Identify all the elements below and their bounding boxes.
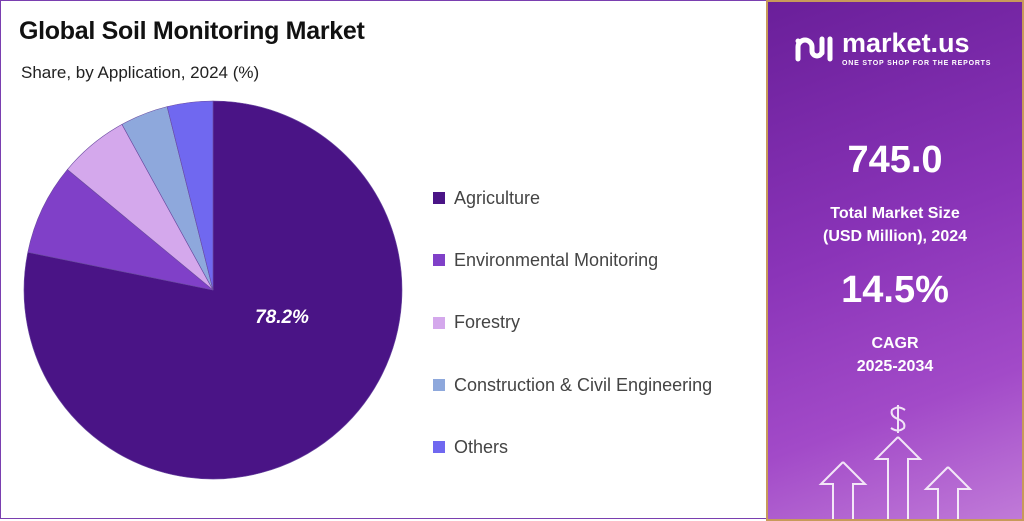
legend-item: Forestry bbox=[433, 292, 712, 354]
chart-panel: Global Soil Monitoring Market Share, by … bbox=[0, 0, 766, 519]
legend-label: Agriculture bbox=[454, 187, 541, 208]
legend-label: Construction & Civil Engineering bbox=[454, 374, 713, 395]
legend-item: Others bbox=[433, 416, 712, 478]
market-size-label-2: (USD Million), 2024 bbox=[822, 228, 968, 245]
growth-arrows-icon bbox=[818, 405, 973, 519]
cagr-label-2: 2025-2034 bbox=[856, 358, 934, 375]
legend-label: Environmental Monitoring bbox=[454, 249, 659, 270]
pie-slice-others bbox=[166, 100, 214, 291]
data-label: 78.2% bbox=[255, 307, 309, 328]
legend: Agriculture Environmental Monitoring Fores… bbox=[433, 167, 712, 478]
pie-slice-environmental-monitoring bbox=[27, 169, 214, 291]
legend-item: Agriculture bbox=[433, 167, 712, 229]
cagr-label-1: CAGR bbox=[871, 335, 919, 352]
brand-name: market.us bbox=[842, 28, 970, 58]
pie-chart: 78.2% bbox=[23, 100, 403, 480]
legend-item: Environmental Monitoring bbox=[433, 229, 712, 291]
legend-label: Forestry bbox=[454, 312, 521, 333]
legend-swatch bbox=[433, 192, 445, 205]
legend-item: Construction & Civil Engineering bbox=[433, 354, 712, 416]
market-size-label-1: Total Market Size bbox=[830, 205, 960, 222]
brand-tagline: ONE STOP SHOP FOR THE REPORTS bbox=[842, 60, 992, 67]
legend-swatch bbox=[433, 254, 445, 267]
legend-swatch bbox=[433, 441, 445, 454]
brand-logo: market.us ONE STOP SHOP FOR THE REPORTS bbox=[794, 28, 991, 68]
chart-title: Global Soil Monitoring Market bbox=[19, 17, 365, 45]
legend-swatch bbox=[433, 379, 445, 392]
chart-subtitle: Share, by Application, 2024 (%) bbox=[21, 63, 260, 82]
market-size-value: 745.0 bbox=[847, 139, 943, 181]
cagr-value: 14.5% bbox=[841, 269, 949, 311]
stats-panel: market.us ONE STOP SHOP FOR THE REPORTS … bbox=[766, 0, 1024, 521]
legend-swatch bbox=[433, 316, 445, 329]
legend-label: Others bbox=[454, 436, 509, 457]
logo-icon bbox=[795, 36, 833, 62]
